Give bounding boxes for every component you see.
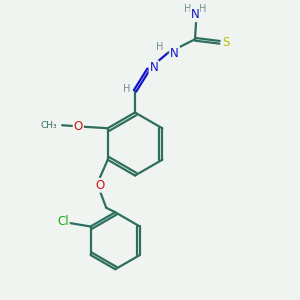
Text: H: H bbox=[123, 84, 130, 94]
Text: N: N bbox=[149, 61, 158, 74]
Text: N: N bbox=[190, 8, 200, 21]
Text: N: N bbox=[170, 47, 179, 60]
Text: O: O bbox=[74, 120, 83, 133]
Text: O: O bbox=[96, 179, 105, 192]
Text: H: H bbox=[200, 4, 207, 14]
Text: H: H bbox=[184, 4, 192, 14]
Text: H: H bbox=[156, 42, 163, 52]
Text: Cl: Cl bbox=[57, 215, 69, 228]
Text: S: S bbox=[223, 36, 230, 49]
Text: CH₃: CH₃ bbox=[41, 121, 58, 130]
